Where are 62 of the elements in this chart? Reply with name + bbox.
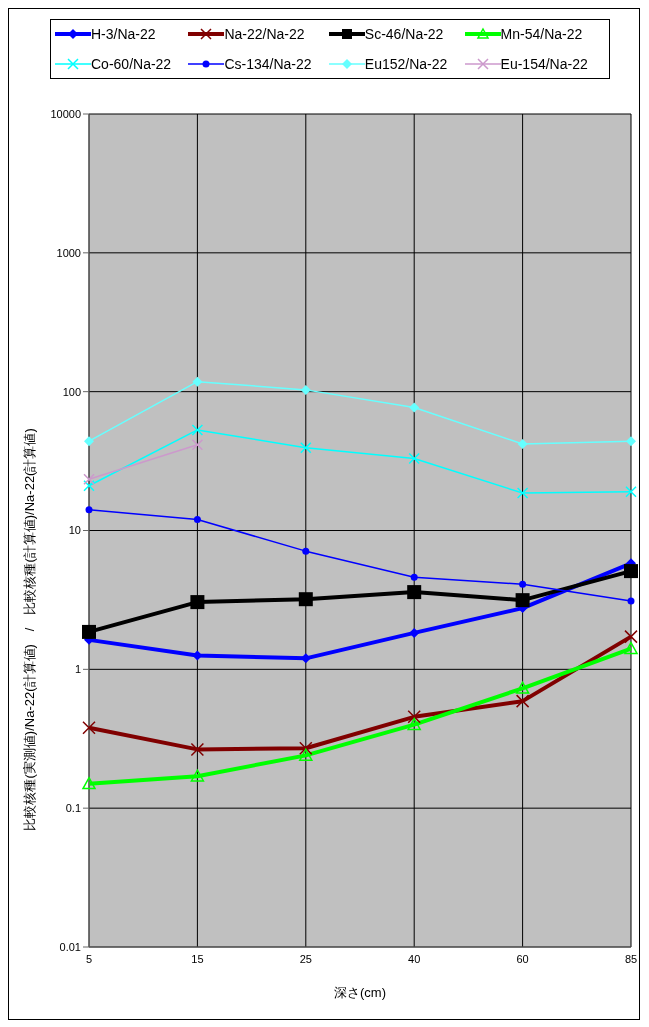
x-tick-label: 15 xyxy=(191,952,204,965)
point xyxy=(300,384,311,395)
x-tick-label: 25 xyxy=(299,952,312,965)
legend-label: Eu-154/Na-22 xyxy=(500,56,588,72)
point xyxy=(191,438,204,451)
point xyxy=(626,436,636,447)
point xyxy=(83,480,95,492)
y-axis-title: 比較核種(実測値)/Na-22(計算値) / 比較核種(計算値)/Na-22(計算値) xyxy=(21,428,37,831)
y-tick-label: 1 xyxy=(74,663,81,676)
y-tick-label: 10 xyxy=(68,524,81,537)
point xyxy=(300,441,312,454)
point xyxy=(407,710,421,724)
point xyxy=(624,564,638,579)
point xyxy=(627,597,635,605)
y-tick-label: 1000 xyxy=(56,246,81,259)
legend-label: Sc-46/Na-22 xyxy=(364,26,444,42)
point xyxy=(624,629,638,644)
point xyxy=(193,516,201,524)
point xyxy=(84,436,94,447)
y-tick-label: 100 xyxy=(62,385,81,398)
point xyxy=(407,585,422,600)
point xyxy=(409,402,420,413)
point xyxy=(191,424,204,436)
point xyxy=(82,720,96,735)
legend-label: Co-60/Na-22 xyxy=(91,56,172,72)
point xyxy=(407,717,421,731)
point xyxy=(516,487,529,499)
point xyxy=(85,506,93,514)
point xyxy=(192,376,203,387)
y-tick-label: 10000 xyxy=(50,107,81,120)
point xyxy=(302,547,310,555)
point xyxy=(299,748,313,761)
point xyxy=(82,624,96,639)
x-tick-label: 60 xyxy=(516,952,529,965)
legend-label: Mn-54/Na-22 xyxy=(500,26,583,42)
point xyxy=(190,769,205,782)
x-tick-label: 5 xyxy=(85,952,93,965)
point xyxy=(625,486,637,498)
point xyxy=(408,452,420,465)
y-tick-label: 0.01 xyxy=(59,940,81,953)
point xyxy=(517,438,528,449)
point xyxy=(515,593,530,608)
point xyxy=(82,776,96,790)
y-tick-label: 0.1 xyxy=(65,802,81,815)
legend-label: Na-22/Na-22 xyxy=(224,26,305,42)
point xyxy=(190,595,205,610)
point xyxy=(409,627,420,638)
point xyxy=(519,580,527,588)
point xyxy=(299,741,313,756)
x-axis-title: 深さ(cm) xyxy=(334,985,386,1000)
point xyxy=(515,694,530,708)
point xyxy=(298,592,313,607)
point xyxy=(190,742,205,757)
point xyxy=(624,641,638,655)
point xyxy=(515,681,530,694)
legend-label: Eu152/Na-22 xyxy=(364,56,448,72)
point xyxy=(83,473,95,485)
legend-label: Cs-134/Na-22 xyxy=(224,56,312,72)
point xyxy=(410,573,418,581)
x-tick-label: 40 xyxy=(408,952,421,965)
legend-label: H-3/Na-22 xyxy=(91,26,156,42)
x-tick-label: 85 xyxy=(624,952,638,965)
